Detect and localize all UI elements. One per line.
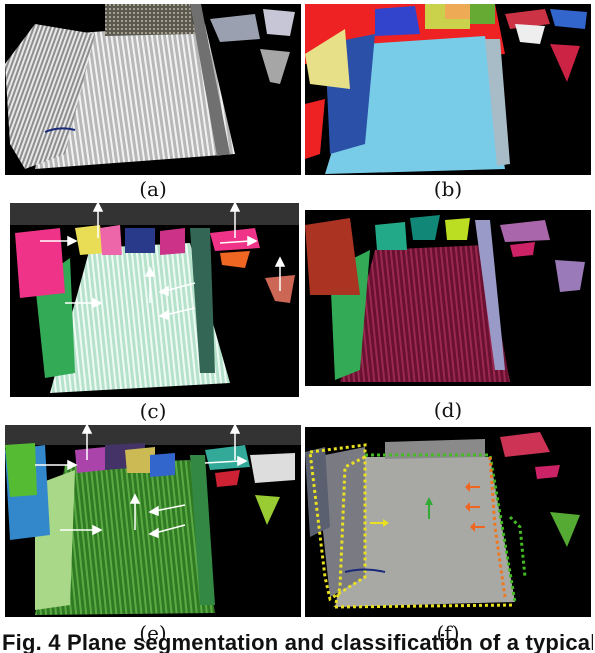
panel-d-image	[305, 210, 591, 386]
panel-f-label: (f)	[436, 621, 460, 645]
panel-b-image	[305, 4, 591, 175]
panel-b-label: (b)	[433, 177, 463, 201]
panel-d-label: (d)	[433, 398, 463, 422]
figure-caption: Fig. 4 Plane segmentation and classifica…	[2, 630, 593, 653]
panel-f-image	[305, 427, 591, 617]
panel-c-image	[10, 203, 299, 397]
panel-e-image	[5, 425, 301, 617]
caption-text: Plane segmentation and classification of…	[60, 630, 593, 653]
panel-e-label: (e)	[139, 621, 167, 645]
panel-a-image	[5, 4, 301, 175]
caption-figure-number: Fig. 4	[2, 630, 61, 653]
panel-a-label: (a)	[139, 177, 167, 201]
panel-c-label: (c)	[139, 399, 167, 423]
